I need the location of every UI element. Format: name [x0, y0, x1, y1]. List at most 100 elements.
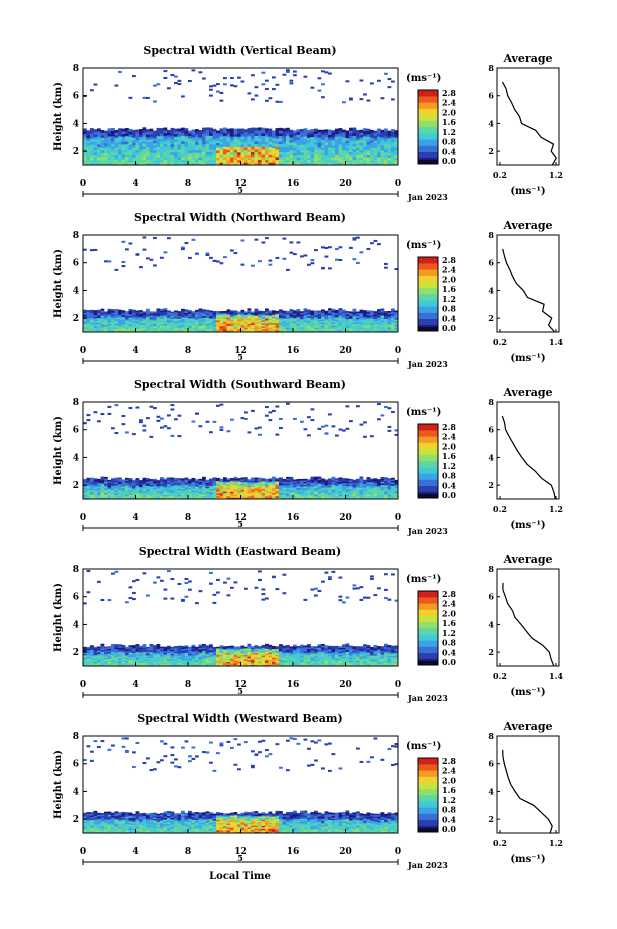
- heatmap-cell: [286, 268, 290, 271]
- heatmap-cell: [202, 486, 206, 489]
- heatmap-cell: [188, 79, 192, 83]
- heatmap-cell: [317, 154, 322, 158]
- heatmap-cell: [163, 660, 168, 663]
- heatmap-cell: [139, 663, 143, 665]
- heatmap-cell: [107, 664, 112, 667]
- heatmap-cell: [307, 486, 311, 489]
- heatmap-cell: [268, 488, 273, 491]
- heatmap-cell: [146, 318, 150, 321]
- heatmap-cell: [142, 324, 147, 327]
- heatmap-cell: [296, 487, 301, 490]
- heatmap-cell: [233, 649, 238, 651]
- heatmap-cell: [135, 496, 140, 498]
- heatmap-cell: [268, 497, 273, 500]
- heatmap-cell: [121, 265, 126, 268]
- heatmap-cell: [384, 128, 388, 132]
- heatmap-cell: [391, 323, 395, 326]
- heatmap-cell: [230, 324, 234, 327]
- heatmap-cell: [139, 658, 143, 661]
- heatmap-cell: [237, 652, 241, 654]
- heatmap-cell: [97, 497, 101, 500]
- heatmap-cell: [289, 495, 294, 498]
- heatmap-cell: [121, 330, 126, 333]
- heatmap-cell: [314, 136, 318, 140]
- heatmap-cell: [167, 478, 171, 481]
- heatmap-cell: [317, 481, 322, 484]
- heatmap-cell: [107, 151, 112, 155]
- heatmap-cell: [387, 496, 392, 498]
- heatmap-cell: [275, 130, 280, 134]
- avg-x-tick-label: 0.2: [493, 504, 507, 514]
- heatmap-cell: [289, 478, 294, 481]
- heatmap-cell: [244, 317, 248, 320]
- heatmap-cell: [258, 488, 262, 491]
- heatmap-cell: [163, 146, 168, 150]
- colorbar-swatch: [418, 300, 438, 307]
- heatmap-cell: [167, 149, 171, 153]
- heatmap-cell: [223, 135, 227, 139]
- heatmap-cell: [338, 143, 343, 147]
- heatmap-cell: [272, 130, 276, 134]
- colorbar-swatch: [418, 120, 438, 128]
- heatmap-cell: [163, 650, 168, 653]
- heatmap-cell: [237, 320, 241, 323]
- heatmap-cell: [135, 651, 140, 654]
- heatmap-cell: [268, 327, 273, 330]
- heatmap-cell: [356, 484, 360, 487]
- colorbar-tick-label: 2.8: [442, 422, 456, 432]
- heatmap-cell: [237, 315, 241, 318]
- heatmap-cell: [233, 327, 238, 330]
- heatmap-cell: [370, 493, 374, 495]
- heatmap-cell: [223, 140, 227, 144]
- heatmap-cell: [251, 151, 255, 155]
- heatmap-cell: [240, 661, 245, 664]
- heatmap-cell: [149, 141, 154, 145]
- heatmap-cell: [128, 131, 133, 135]
- heatmap-cell: [86, 150, 91, 153]
- heatmap-cell: [205, 325, 210, 328]
- heatmap-cell: [128, 323, 133, 326]
- heatmap-cell: [181, 491, 185, 494]
- heatmap-cell: [331, 487, 336, 490]
- heatmap-cell: [345, 485, 350, 488]
- heatmap-cell: [149, 317, 154, 320]
- heatmap-cell: [310, 492, 315, 495]
- heatmap-cell: [209, 162, 213, 166]
- heatmap-cell: [370, 485, 374, 488]
- heatmap-cell: [272, 489, 276, 492]
- heatmap-cell: [377, 159, 381, 163]
- heatmap-cell: [279, 154, 283, 158]
- heatmap-cell: [310, 152, 315, 156]
- heatmap-cell: [135, 328, 140, 331]
- heatmap-cell: [90, 316, 94, 319]
- heatmap-cell: [188, 138, 192, 141]
- heatmap-cell: [177, 324, 182, 327]
- heatmap-cell: [230, 322, 234, 325]
- heatmap-cell: [90, 491, 94, 494]
- heatmap-cell: [349, 491, 353, 494]
- heatmap-cell: [230, 655, 234, 658]
- heatmap-cell: [240, 417, 245, 420]
- heatmap-cell: [153, 135, 157, 139]
- heatmap-cell: [167, 142, 171, 146]
- heatmap-cell: [153, 145, 157, 149]
- heatmap-cell: [202, 661, 206, 664]
- heatmap-cell: [153, 327, 157, 330]
- heatmap-cell: [254, 330, 259, 333]
- heatmap-cell: [223, 494, 227, 497]
- heatmap-cell: [93, 162, 98, 166]
- heatmap-cell: [219, 487, 224, 490]
- heatmap-cell: [352, 494, 357, 497]
- heatmap-cell: [114, 653, 119, 656]
- heatmap-cell: [184, 492, 189, 495]
- heatmap-cell: [223, 162, 227, 166]
- heatmap-cell: [100, 330, 105, 333]
- heatmap-cell: [303, 321, 308, 324]
- heatmap-cell: [111, 130, 115, 134]
- heatmap-cell: [132, 154, 136, 158]
- heatmap-cell: [209, 482, 213, 485]
- heatmap-cell: [146, 313, 150, 316]
- colorbar-swatch: [418, 108, 438, 115]
- heatmap-cell: [223, 486, 227, 489]
- heatmap-cell: [188, 155, 192, 158]
